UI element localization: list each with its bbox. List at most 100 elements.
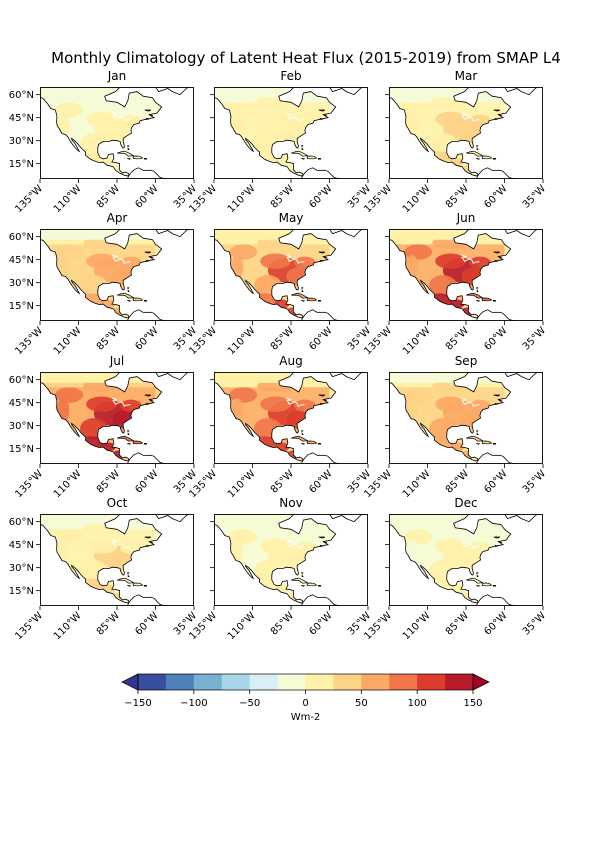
colorbar-segment	[445, 674, 474, 690]
island	[132, 155, 144, 160]
island	[127, 432, 130, 435]
heat-north	[214, 372, 330, 383]
island	[301, 147, 304, 150]
colorbar-tick-label: 50	[355, 698, 368, 709]
island	[143, 157, 148, 160]
island	[127, 286, 130, 290]
island	[291, 577, 309, 584]
island	[476, 429, 479, 433]
heat-north	[40, 372, 156, 383]
island	[127, 289, 130, 292]
panel-title: Sep	[455, 354, 478, 368]
island	[498, 541, 503, 544]
great-lakes	[461, 112, 480, 123]
colorbar-segment	[221, 674, 251, 690]
colorbar-extend-max	[472, 673, 490, 691]
coastline-greenland	[504, 514, 539, 523]
colorbar-tick-label: −100	[180, 698, 207, 709]
panel-title: Jan	[107, 69, 127, 83]
panel-title: Apr	[107, 211, 128, 225]
lon-tick-label: 60°W	[307, 468, 334, 495]
panel-frame	[214, 514, 368, 606]
lon-tick-label: 135°W	[13, 183, 45, 215]
colorbar-segment	[138, 674, 167, 690]
lon-tick-label: 110°W	[401, 325, 433, 357]
island	[476, 157, 481, 160]
panel-map-content	[214, 87, 364, 179]
panel-frame	[389, 514, 543, 606]
lon-tick-label: 110°W	[401, 468, 433, 500]
colorbar-segment	[165, 674, 195, 690]
island	[301, 574, 304, 577]
island	[306, 297, 318, 302]
coastline-greenland	[329, 372, 364, 381]
heat-region	[469, 114, 491, 127]
island	[466, 435, 484, 442]
heat-region	[86, 111, 117, 127]
great-lakes	[286, 254, 305, 265]
panel-map-content	[389, 514, 539, 606]
heat-region	[120, 256, 142, 269]
great-lakes	[286, 539, 305, 550]
island	[319, 117, 324, 120]
coastline-greenland	[504, 372, 539, 381]
island	[145, 402, 150, 405]
island	[323, 399, 328, 402]
lon-tick-label: 60°W	[133, 325, 160, 352]
island	[143, 584, 148, 587]
heat-layer	[389, 229, 505, 317]
coastline	[214, 514, 337, 604]
island	[301, 429, 304, 433]
island	[132, 297, 144, 302]
coastline-greenland	[155, 229, 190, 238]
island	[144, 251, 152, 254]
island	[498, 256, 503, 259]
island	[306, 440, 318, 445]
island	[127, 299, 132, 302]
heat-region	[435, 253, 466, 269]
panel-map-content	[389, 372, 539, 464]
panel-frame	[40, 229, 194, 321]
island	[318, 251, 326, 254]
panel-frame	[214, 229, 368, 321]
coastline	[214, 229, 337, 319]
island	[143, 299, 148, 302]
panel-frame	[214, 87, 368, 179]
lat-tick-label: 45°N	[9, 255, 34, 266]
lon-tick-label: 135°W	[13, 325, 45, 357]
island	[319, 544, 324, 547]
island	[476, 574, 479, 577]
coastline	[40, 514, 163, 604]
island	[291, 292, 309, 299]
lon-tick-label: 60°W	[482, 325, 509, 352]
heat-north	[214, 514, 330, 525]
lon-tick-label: 60°W	[307, 325, 334, 352]
heat-region	[294, 114, 316, 127]
coastline-greenland	[155, 372, 190, 381]
panel-map-content	[40, 229, 190, 321]
lat-tick-label: 45°N	[9, 113, 34, 124]
lon-tick-label: 35°W	[521, 325, 548, 352]
heat-region	[469, 541, 491, 554]
island	[319, 259, 324, 262]
heat-region	[435, 111, 466, 127]
panel-map-content	[214, 372, 364, 464]
colorbar: −150 −100 −50 0 50 100 150 Wm-2	[121, 673, 490, 723]
island	[481, 297, 493, 302]
lat-tick-label: 30°N	[9, 278, 34, 289]
island	[127, 429, 130, 433]
panel-frame	[389, 87, 543, 179]
heat-region	[427, 436, 453, 449]
heat-layer	[214, 514, 330, 602]
island	[149, 541, 154, 544]
island	[494, 544, 499, 547]
heat-layer	[40, 372, 156, 460]
heat-region	[120, 541, 142, 554]
lon-tick-label: 110°W	[401, 183, 433, 215]
lon-tick-label: 85°W	[95, 325, 122, 352]
